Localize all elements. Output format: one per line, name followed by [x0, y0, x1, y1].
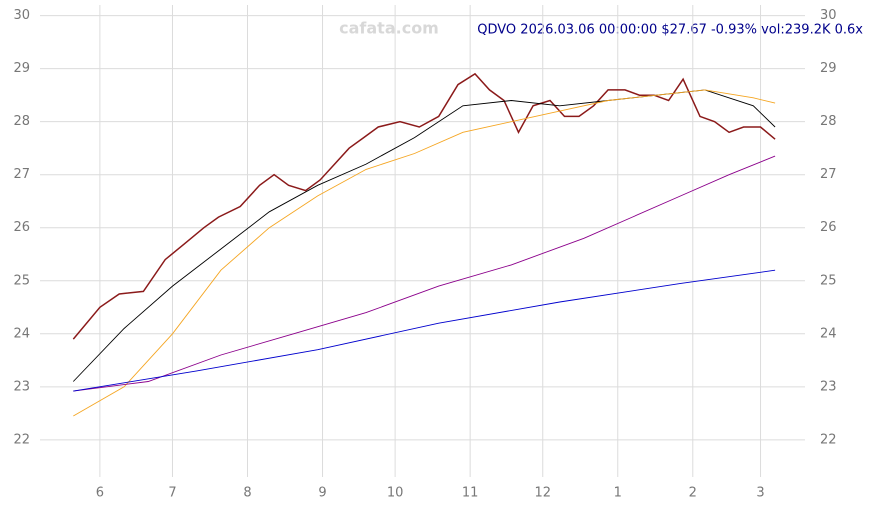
- series-line: [72, 72, 776, 340]
- y-tick-label: 29: [13, 61, 30, 76]
- y-tick-label-right: 27: [820, 167, 837, 182]
- x-tick-label: 12: [534, 486, 551, 501]
- series-line: [72, 89, 776, 382]
- y-tick-label: 28: [13, 114, 30, 129]
- y-tick-label-right: 29: [820, 61, 837, 76]
- y-tick-label: 27: [13, 167, 30, 182]
- y-tick-label: 22: [13, 432, 30, 447]
- x-tick-label: 7: [168, 486, 176, 501]
- x-tick-label: 10: [387, 486, 404, 501]
- y-tick-label: 24: [13, 326, 30, 341]
- series-line: [73, 269, 776, 392]
- x-tick-label: 8: [243, 486, 251, 501]
- x-tick-label: 2: [689, 486, 697, 501]
- y-tick-label-right: 25: [820, 273, 837, 288]
- y-tick-label: 30: [13, 8, 30, 23]
- series-line: [73, 89, 776, 417]
- y-tick-label: 23: [13, 379, 30, 394]
- y-tick-label-right: 30: [820, 8, 837, 23]
- x-tick-label: 3: [756, 486, 764, 501]
- y-tick-label-right: 22: [820, 432, 837, 447]
- x-tick-label: 11: [462, 486, 479, 501]
- y-tick-label-right: 28: [820, 114, 837, 129]
- watermark: cafata.com: [339, 19, 439, 38]
- x-tick-label: 1: [614, 486, 622, 501]
- x-tick-label: 6: [96, 486, 104, 501]
- chart-title: QDVO 2026.03.06 00:00:00 $27.67 -0.93% v…: [477, 23, 863, 38]
- series-line: [73, 155, 776, 392]
- y-tick-label: 25: [13, 273, 30, 288]
- y-tick-label-right: 26: [820, 220, 837, 235]
- y-tick-label-right: 23: [820, 379, 837, 394]
- y-tick-label-right: 24: [820, 326, 837, 341]
- x-tick-label: 9: [318, 486, 326, 501]
- y-tick-label: 26: [13, 220, 30, 235]
